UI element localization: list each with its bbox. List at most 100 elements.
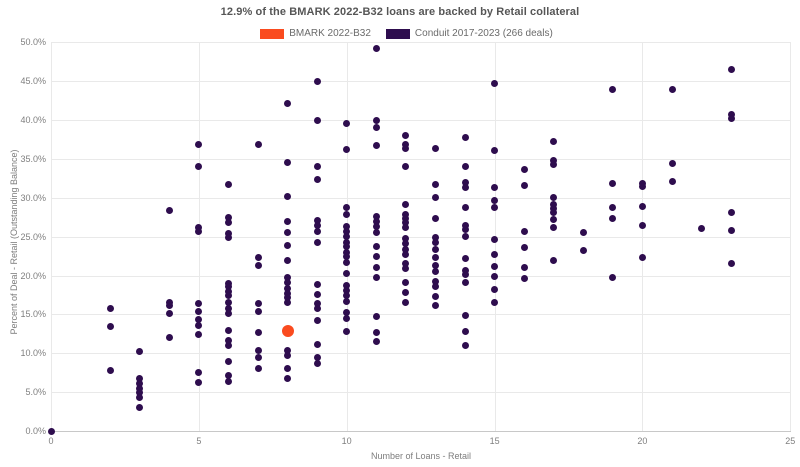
- data-point[interactable]: [224, 304, 232, 312]
- data-point[interactable]: [195, 140, 203, 148]
- data-point[interactable]: [491, 203, 499, 211]
- data-point[interactable]: [372, 213, 380, 220]
- data-point[interactable]: [372, 117, 380, 125]
- data-point[interactable]: [402, 219, 410, 227]
- data-point[interactable]: [284, 299, 292, 307]
- data-point[interactable]: [284, 279, 292, 287]
- data-point[interactable]: [520, 181, 528, 189]
- data-point[interactable]: [343, 328, 351, 335]
- data-point[interactable]: [431, 239, 439, 247]
- data-point[interactable]: [431, 282, 439, 290]
- data-point[interactable]: [284, 365, 292, 373]
- data-point[interactable]: [520, 244, 528, 252]
- data-point[interactable]: [461, 204, 469, 212]
- data-point[interactable]: [284, 284, 292, 292]
- data-point[interactable]: [313, 216, 321, 224]
- data-point[interactable]: [431, 193, 439, 201]
- legend-item-bmark[interactable]: BMARK 2022-B32: [260, 28, 371, 39]
- data-point[interactable]: [254, 262, 262, 269]
- data-point[interactable]: [461, 226, 469, 234]
- data-point[interactable]: [372, 217, 380, 225]
- data-point[interactable]: [698, 225, 706, 233]
- data-point[interactable]: [638, 202, 646, 210]
- data-point[interactable]: [254, 328, 262, 336]
- data-point[interactable]: [491, 251, 499, 259]
- data-point[interactable]: [727, 259, 735, 267]
- data-point[interactable]: [461, 133, 469, 141]
- data-point[interactable]: [402, 144, 410, 152]
- data-point[interactable]: [402, 200, 410, 208]
- data-point[interactable]: [402, 223, 410, 231]
- data-point[interactable]: [195, 369, 203, 377]
- data-point[interactable]: [727, 66, 735, 74]
- data-point[interactable]: [195, 227, 203, 235]
- data-point[interactable]: [195, 300, 203, 307]
- data-point[interactable]: [224, 337, 232, 345]
- data-point[interactable]: [313, 227, 321, 235]
- data-point[interactable]: [343, 119, 351, 127]
- data-point[interactable]: [224, 292, 232, 300]
- data-point[interactable]: [224, 282, 232, 290]
- data-point[interactable]: [284, 289, 292, 297]
- data-point[interactable]: [224, 377, 232, 385]
- data-point[interactable]: [461, 266, 469, 274]
- data-point[interactable]: [431, 254, 439, 262]
- data-point[interactable]: [668, 85, 676, 93]
- data-point[interactable]: [550, 160, 558, 168]
- data-point[interactable]: [461, 183, 469, 191]
- data-point[interactable]: [165, 206, 173, 214]
- data-point[interactable]: [609, 214, 617, 222]
- data-point[interactable]: [284, 217, 292, 225]
- data-point[interactable]: [372, 243, 380, 251]
- data-point[interactable]: [313, 317, 321, 325]
- data-point[interactable]: [343, 269, 351, 277]
- data-point[interactable]: [402, 210, 410, 218]
- data-point[interactable]: [609, 179, 617, 187]
- data-point[interactable]: [491, 236, 499, 244]
- data-point[interactable]: [638, 254, 646, 262]
- data-point[interactable]: [372, 223, 380, 231]
- data-point[interactable]: [461, 178, 469, 186]
- data-point[interactable]: [520, 227, 528, 235]
- data-point[interactable]: [343, 253, 351, 261]
- data-point[interactable]: [136, 380, 144, 388]
- data-point[interactable]: [609, 204, 617, 212]
- data-point[interactable]: [372, 253, 380, 261]
- data-point[interactable]: [402, 240, 410, 248]
- data-point[interactable]: [224, 342, 232, 349]
- data-point[interactable]: [579, 247, 587, 255]
- data-point[interactable]: [224, 372, 232, 380]
- data-point[interactable]: [254, 300, 262, 307]
- data-point[interactable]: [284, 158, 292, 166]
- data-point[interactable]: [195, 163, 203, 171]
- data-point[interactable]: [431, 246, 439, 254]
- data-point[interactable]: [372, 123, 380, 131]
- data-point[interactable]: [136, 394, 144, 402]
- data-point[interactable]: [254, 365, 262, 373]
- data-point[interactable]: [254, 140, 262, 148]
- data-point[interactable]: [402, 299, 410, 307]
- data-point[interactable]: [281, 324, 294, 337]
- data-point[interactable]: [224, 310, 232, 318]
- data-point[interactable]: [402, 234, 410, 242]
- data-point[interactable]: [254, 347, 262, 355]
- data-point[interactable]: [136, 404, 144, 412]
- data-point[interactable]: [402, 140, 410, 148]
- data-point[interactable]: [343, 238, 351, 246]
- data-point[interactable]: [727, 227, 735, 234]
- data-point[interactable]: [402, 265, 410, 273]
- data-point[interactable]: [284, 257, 292, 265]
- data-point[interactable]: [431, 268, 439, 276]
- data-point[interactable]: [313, 222, 321, 230]
- data-point[interactable]: [727, 111, 735, 119]
- data-point[interactable]: [313, 300, 321, 307]
- data-point[interactable]: [343, 146, 351, 154]
- data-point[interactable]: [491, 184, 499, 192]
- data-point[interactable]: [165, 310, 173, 318]
- data-point[interactable]: [431, 144, 439, 152]
- data-point[interactable]: [136, 389, 144, 397]
- data-point[interactable]: [284, 274, 292, 282]
- data-point[interactable]: [372, 328, 380, 336]
- data-point[interactable]: [284, 228, 292, 236]
- data-point[interactable]: [550, 193, 558, 201]
